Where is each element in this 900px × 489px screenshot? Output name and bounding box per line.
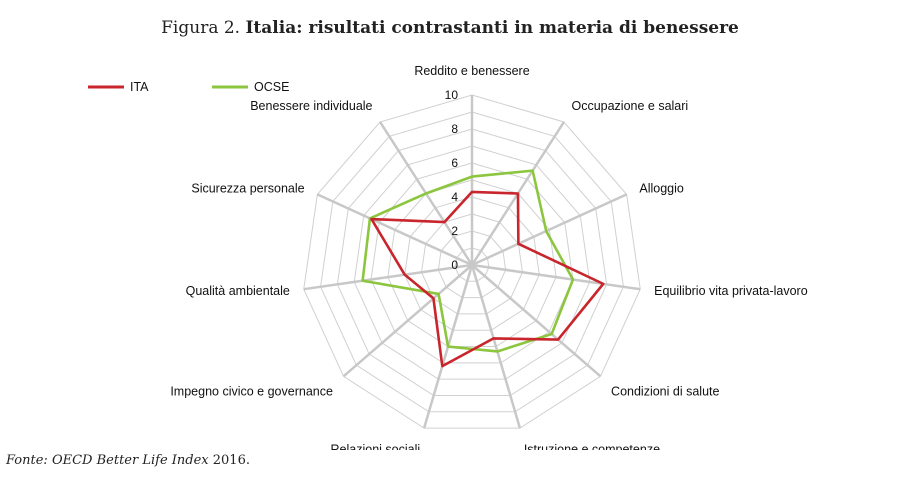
radar-spoke [316,193,473,267]
source-note: Fonte: OECD Better Life Index 2016. [6,453,250,468]
legend-label-ita: ITA [130,80,149,94]
axis-label: Impegno civico e governance [170,384,333,398]
source-year: 2016. [212,453,250,468]
axis-label: Relazioni sociali [331,443,421,450]
grid-ring [437,230,507,299]
source-name: OECD Better Life Index [51,453,209,468]
radar-axis-labels: Reddito e benessere Occupazione e salari A… [170,64,807,450]
radar-spokes [303,95,641,429]
source-prefix: Fonte: [6,453,48,468]
axis-label: Sicurezza personale [191,182,304,196]
axis-label: Qualità ambientale [186,284,290,298]
radar-ticks: 0 2 4 6 8 10 [445,88,459,272]
tick-label: 0 [451,258,458,272]
grid-ring [421,213,523,315]
series-line-ita [370,190,605,368]
legend: ITA OCSE [88,80,289,94]
tick-label: 4 [451,190,458,204]
axis-label: Alloggio [639,182,684,196]
radar-series [361,169,605,368]
radar-spoke [471,193,628,267]
radar-chart: 0 2 4 6 8 10 Reddito e benessere Occupazione e… [88,64,808,450]
grid-ring [303,94,641,429]
axis-label: Benessere individuale [250,99,372,113]
grid-ring [404,196,540,331]
figure-title: Figura 2. Italia: risultati contrastanti… [0,18,900,38]
radar-spoke [471,263,641,291]
radar-spoke [470,264,522,429]
axis-label: Condizioni di salute [611,384,719,398]
grid-ring [370,162,574,364]
radar-spoke [471,264,602,378]
grid-ring [336,128,608,396]
tick-label: 6 [451,156,458,170]
grid-ring [320,111,624,413]
grid-ring [353,145,591,380]
radar-spoke [303,263,473,291]
axis-label: Equilibrio vita privata-lavoro [654,284,808,298]
figure-title-text: Italia: risultati contrastanti in materi… [245,18,739,38]
legend-label-ocse: OCSE [254,80,289,94]
axis-label: Reddito e benessere [414,64,529,78]
axis-label: Istruzione e competenze [524,443,660,450]
figure-number: Figura 2. [161,18,241,38]
tick-label: 10 [445,88,459,102]
tick-label: 8 [451,122,458,136]
radar-grid [303,94,641,429]
tick-label: 2 [451,224,458,238]
radar-spoke [342,264,473,378]
grid-ring [454,247,490,282]
axis-label: Occupazione e salari [571,99,688,113]
